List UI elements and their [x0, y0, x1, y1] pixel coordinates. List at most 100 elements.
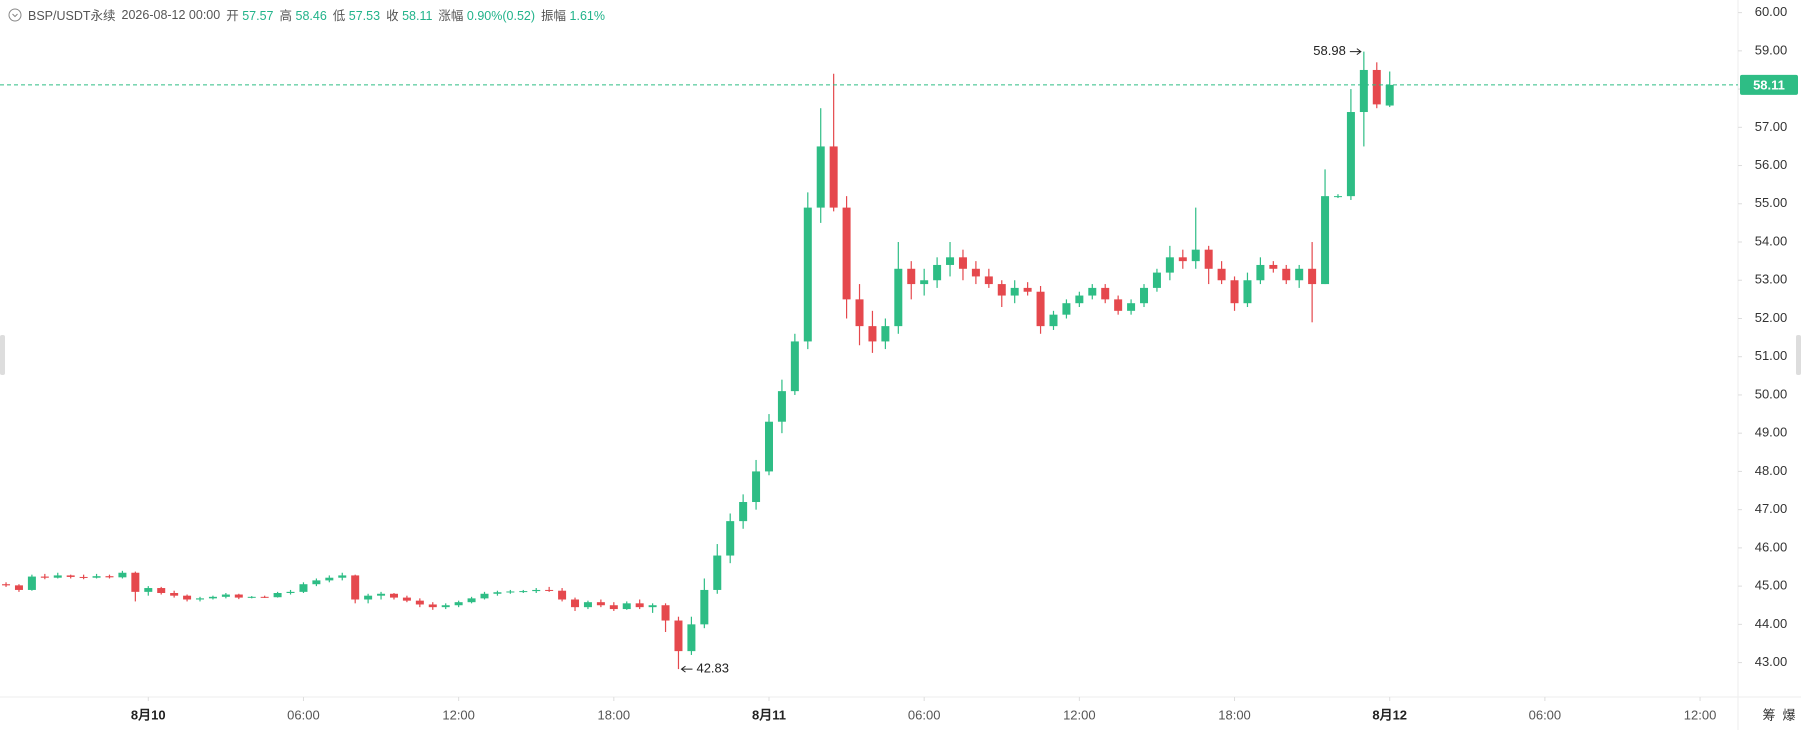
price-tag-label: 58.11 — [1753, 77, 1785, 92]
candle-body — [1204, 249, 1213, 269]
y-tick-label: 59.00 — [1755, 42, 1788, 57]
y-tick-label: 57.00 — [1755, 119, 1788, 134]
candle-body — [364, 595, 373, 600]
candle-body — [506, 591, 515, 593]
candle-body — [1010, 287, 1019, 296]
time: 2026-08-12 00:00 — [121, 7, 221, 22]
candle-body — [1295, 268, 1304, 281]
candle-body — [40, 576, 49, 578]
candle-body — [739, 502, 748, 522]
candle-body — [1165, 257, 1174, 273]
price-tag — [1740, 74, 1798, 95]
candle-body — [1140, 287, 1149, 304]
field-label: 涨幅 — [438, 9, 464, 23]
candle-body — [1114, 299, 1123, 311]
candle-body — [545, 589, 554, 591]
header-field: 涨幅 0.90%(0.52) — [438, 5, 535, 24]
candle-body — [454, 602, 463, 606]
candle-body — [1062, 303, 1071, 315]
candle-body — [1256, 264, 1265, 281]
candle-body — [907, 268, 916, 285]
header-field: 高 58.46 — [280, 5, 327, 24]
candle-body — [170, 593, 179, 596]
field-value: 0.90%(0.52) — [466, 9, 536, 23]
candle-body — [674, 620, 683, 652]
candle-body — [881, 326, 890, 342]
candle-body — [428, 604, 437, 608]
field-value: 58.46 — [295, 9, 327, 23]
candle-body — [247, 596, 256, 598]
y-tick-label: 55.00 — [1755, 195, 1788, 210]
candle-body — [1333, 196, 1342, 198]
candle-body — [389, 593, 398, 598]
field-label: 高 — [279, 9, 293, 23]
candle-body — [286, 591, 295, 594]
toolbar-button[interactable]: 爆 — [1782, 707, 1795, 722]
candle-body — [1308, 268, 1317, 285]
x-tick-label: 06:00 — [287, 707, 320, 722]
x-tick-label: 06:00 — [908, 707, 941, 722]
candle-body — [855, 299, 864, 327]
collapse-icon[interactable] — [8, 8, 22, 22]
field-value: 1.61% — [569, 9, 605, 23]
candle-body — [27, 576, 36, 590]
candle-body — [1101, 287, 1110, 300]
candle-body — [79, 576, 88, 578]
y-tick-label: 46.00 — [1755, 539, 1788, 554]
candle-body — [648, 605, 657, 608]
candle-body — [467, 598, 476, 603]
field-value: 57.57 — [242, 9, 274, 23]
candle-body — [764, 421, 773, 472]
candle-body — [777, 391, 786, 422]
x-tick-label: 8月10 — [131, 707, 166, 722]
candle-body — [1372, 69, 1381, 105]
header: BSP/USDT永续 2026-08-12 00:00 开 57.57 高 58.… — [8, 5, 605, 24]
y-tick-label: 54.00 — [1755, 233, 1788, 248]
side-handle[interactable] — [0, 335, 5, 375]
candle-body — [609, 605, 618, 610]
candle-body — [2, 584, 11, 586]
candle-body — [596, 602, 605, 606]
field-label: 开 — [226, 9, 239, 23]
y-tick-label: 60.00 — [1755, 4, 1788, 19]
x-tick-label: 06:00 — [1529, 707, 1562, 722]
candle-body — [377, 593, 386, 596]
side-handle[interactable] — [1796, 335, 1801, 375]
candle-body — [1049, 314, 1058, 327]
candle-body — [687, 624, 696, 652]
candle-body — [700, 589, 709, 625]
candle-body — [208, 596, 217, 599]
candle-body — [622, 603, 631, 610]
candle-body — [221, 594, 230, 597]
candle-body — [1282, 268, 1291, 281]
candle-body — [415, 600, 424, 605]
candle-body — [583, 602, 592, 608]
x-tick-label: 8月11 — [752, 707, 786, 722]
candle-body — [958, 257, 967, 269]
candle-body — [338, 575, 347, 578]
candle-body — [1346, 112, 1355, 197]
candle-body — [1036, 291, 1045, 327]
candle-body — [1088, 287, 1097, 296]
candle-body — [105, 576, 114, 578]
x-tick-label: 8月12 — [1372, 707, 1407, 722]
candle-body — [726, 521, 735, 556]
header-field: 低 57.53 — [333, 5, 380, 24]
y-tick-label: 51.00 — [1755, 348, 1788, 363]
header-field: 开 57.57 — [226, 5, 273, 24]
candle-body — [402, 597, 411, 601]
candle-body — [558, 590, 567, 600]
marker-arrow — [1349, 48, 1362, 56]
candle-body — [299, 584, 308, 592]
y-tick-label: 53.00 — [1755, 272, 1788, 287]
candle-body — [234, 594, 243, 598]
candle-body — [157, 588, 166, 594]
candle-body — [532, 589, 541, 592]
candle-body — [946, 257, 955, 265]
y-tick-label: 43.00 — [1755, 654, 1788, 669]
toolbar-button[interactable]: 筹 — [1762, 707, 1775, 722]
field-value: 58.11 — [402, 9, 433, 23]
candle-body — [118, 572, 127, 578]
y-tick-label: 47.00 — [1755, 501, 1788, 516]
